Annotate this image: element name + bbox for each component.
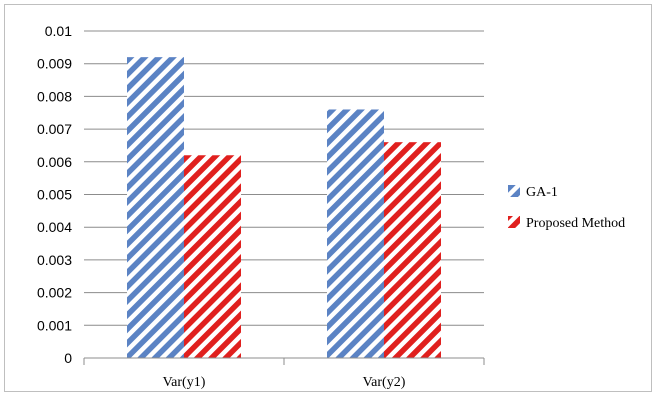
y-tick-label: 0.007: [37, 121, 72, 137]
y-tick-label: 0.003: [37, 252, 72, 268]
y-tick-label: 0.008: [37, 88, 72, 104]
y-tick-label: 0: [64, 350, 72, 366]
y-tick-label: 0.004: [37, 219, 72, 235]
y-tick-label: 0.001: [37, 317, 72, 333]
y-tick-label: 0.002: [37, 285, 72, 301]
legend-swatch-ga-1: [508, 185, 520, 197]
legend-swatch-proposed-method: [508, 216, 520, 228]
y-axis: 0 0.001 0.002 0.003 0.004 0.005 0.006 0.007 0.00…: [37, 23, 72, 366]
bar-proposed-method-0: [184, 155, 241, 358]
legend: GA-1 Proposed Method: [508, 185, 625, 231]
bars: [127, 57, 441, 358]
x-tick-label: Var(y1): [163, 375, 206, 390]
y-tick-label: 0.01: [45, 23, 72, 39]
x-axis: Var(y1) Var(y2): [83, 357, 485, 390]
bar-ga-1-1: [327, 109, 384, 358]
y-tick-label: 0.006: [37, 154, 72, 170]
y-tick-label: 0.009: [37, 56, 72, 72]
legend-label: Proposed Method: [526, 216, 625, 231]
legend-label: GA-1: [526, 185, 558, 200]
y-tick-label: 0.005: [37, 187, 72, 203]
bar-ga-1-0: [127, 57, 184, 358]
x-tick-label: Var(y2): [363, 375, 406, 390]
bar-proposed-method-1: [384, 142, 441, 358]
